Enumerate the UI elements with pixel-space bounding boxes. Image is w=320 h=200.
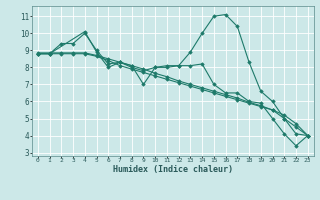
X-axis label: Humidex (Indice chaleur): Humidex (Indice chaleur) [113,165,233,174]
